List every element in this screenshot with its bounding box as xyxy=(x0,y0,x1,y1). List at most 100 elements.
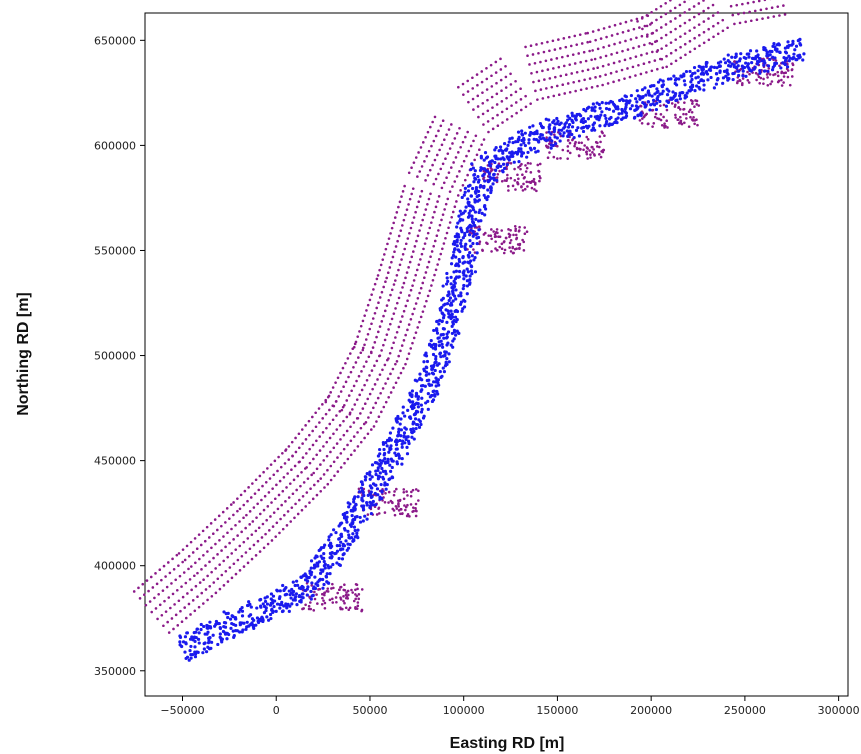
data-point xyxy=(316,602,319,605)
data-point xyxy=(471,166,475,170)
data-point xyxy=(385,438,390,442)
data-point xyxy=(184,616,188,620)
data-point xyxy=(429,255,432,259)
data-point xyxy=(165,585,169,589)
data-point xyxy=(642,115,646,119)
data-point xyxy=(519,167,522,171)
data-point xyxy=(401,315,404,318)
data-point xyxy=(181,595,185,599)
data-point xyxy=(486,188,490,192)
data-point xyxy=(419,403,423,407)
data-point xyxy=(360,388,364,392)
data-point xyxy=(459,226,463,230)
data-point xyxy=(452,279,456,283)
data-point xyxy=(334,381,337,384)
data-point xyxy=(679,45,682,49)
data-point xyxy=(230,527,233,531)
data-point xyxy=(266,542,270,546)
data-point xyxy=(631,65,635,69)
data-point xyxy=(373,364,376,368)
data-point xyxy=(447,171,451,174)
data-point xyxy=(361,519,365,523)
data-point xyxy=(214,567,217,570)
data-point xyxy=(570,72,574,75)
data-point xyxy=(279,465,283,469)
data-point xyxy=(733,60,736,63)
data-point xyxy=(270,539,274,542)
data-point xyxy=(698,44,701,48)
data-point xyxy=(228,541,231,545)
data-point xyxy=(271,601,275,605)
data-point xyxy=(496,113,499,117)
data-point xyxy=(374,472,378,477)
data-point xyxy=(601,131,604,135)
data-point xyxy=(621,98,626,103)
data-point xyxy=(414,506,417,510)
data-point xyxy=(414,156,418,159)
data-point xyxy=(304,603,307,607)
data-point xyxy=(324,400,328,404)
data-point xyxy=(307,604,311,608)
data-point xyxy=(254,529,258,533)
data-point xyxy=(332,432,335,436)
data-point xyxy=(623,58,627,62)
data-point xyxy=(420,189,424,193)
data-point xyxy=(660,47,663,50)
data-point xyxy=(412,161,416,164)
data-point xyxy=(539,176,542,180)
data-point xyxy=(401,190,405,193)
data-point xyxy=(354,361,358,364)
data-point xyxy=(249,605,253,609)
data-point xyxy=(260,615,264,619)
data-point xyxy=(471,220,475,224)
data-point xyxy=(402,339,406,342)
data-point xyxy=(632,27,636,31)
data-point xyxy=(748,72,751,76)
background-points xyxy=(132,0,795,634)
data-point xyxy=(545,144,548,148)
data-point xyxy=(566,114,570,118)
data-point xyxy=(486,242,489,246)
data-point xyxy=(441,316,446,320)
data-point xyxy=(707,17,710,20)
data-point xyxy=(414,488,418,491)
data-point xyxy=(517,166,520,169)
data-point xyxy=(354,597,357,601)
data-point xyxy=(582,148,585,152)
data-point xyxy=(483,204,487,208)
data-point xyxy=(342,595,345,598)
data-point xyxy=(365,517,369,521)
data-point xyxy=(304,578,308,582)
data-point xyxy=(640,53,643,57)
data-point xyxy=(549,146,553,150)
data-point xyxy=(529,102,532,105)
data-point xyxy=(586,68,590,72)
data-point xyxy=(670,102,674,105)
data-point xyxy=(684,112,688,116)
data-point xyxy=(506,143,510,147)
data-point xyxy=(389,232,392,235)
data-point xyxy=(252,506,256,509)
data-point xyxy=(329,478,333,482)
data-point xyxy=(394,362,397,366)
data-point xyxy=(689,115,692,119)
data-point xyxy=(255,516,258,519)
data-point xyxy=(548,136,552,140)
data-point xyxy=(198,581,202,584)
data-point xyxy=(457,257,461,262)
data-point xyxy=(655,50,659,53)
data-point xyxy=(656,67,659,71)
data-point xyxy=(741,77,745,80)
data-point xyxy=(397,296,401,300)
data-point xyxy=(232,562,236,566)
data-point xyxy=(434,177,438,181)
data-point xyxy=(395,447,399,451)
data-point xyxy=(251,520,255,523)
data-point xyxy=(201,651,205,655)
data-point xyxy=(309,559,314,563)
data-point xyxy=(289,596,293,600)
data-point xyxy=(232,513,235,517)
data-point xyxy=(281,527,285,531)
data-point xyxy=(565,129,569,133)
data-point xyxy=(477,178,481,182)
